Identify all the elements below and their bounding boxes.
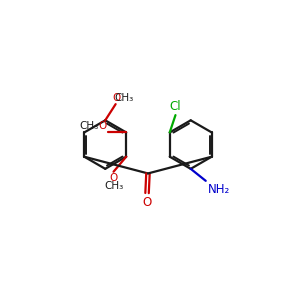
Text: Cl: Cl xyxy=(170,100,181,113)
Text: CH₃: CH₃ xyxy=(115,93,134,103)
Text: CH₃: CH₃ xyxy=(79,121,98,131)
Text: O: O xyxy=(113,93,121,103)
Text: O: O xyxy=(98,121,106,131)
Text: O: O xyxy=(142,196,152,209)
Text: CH₃: CH₃ xyxy=(104,182,123,191)
Text: O: O xyxy=(110,173,118,183)
Text: NH₂: NH₂ xyxy=(208,183,230,196)
